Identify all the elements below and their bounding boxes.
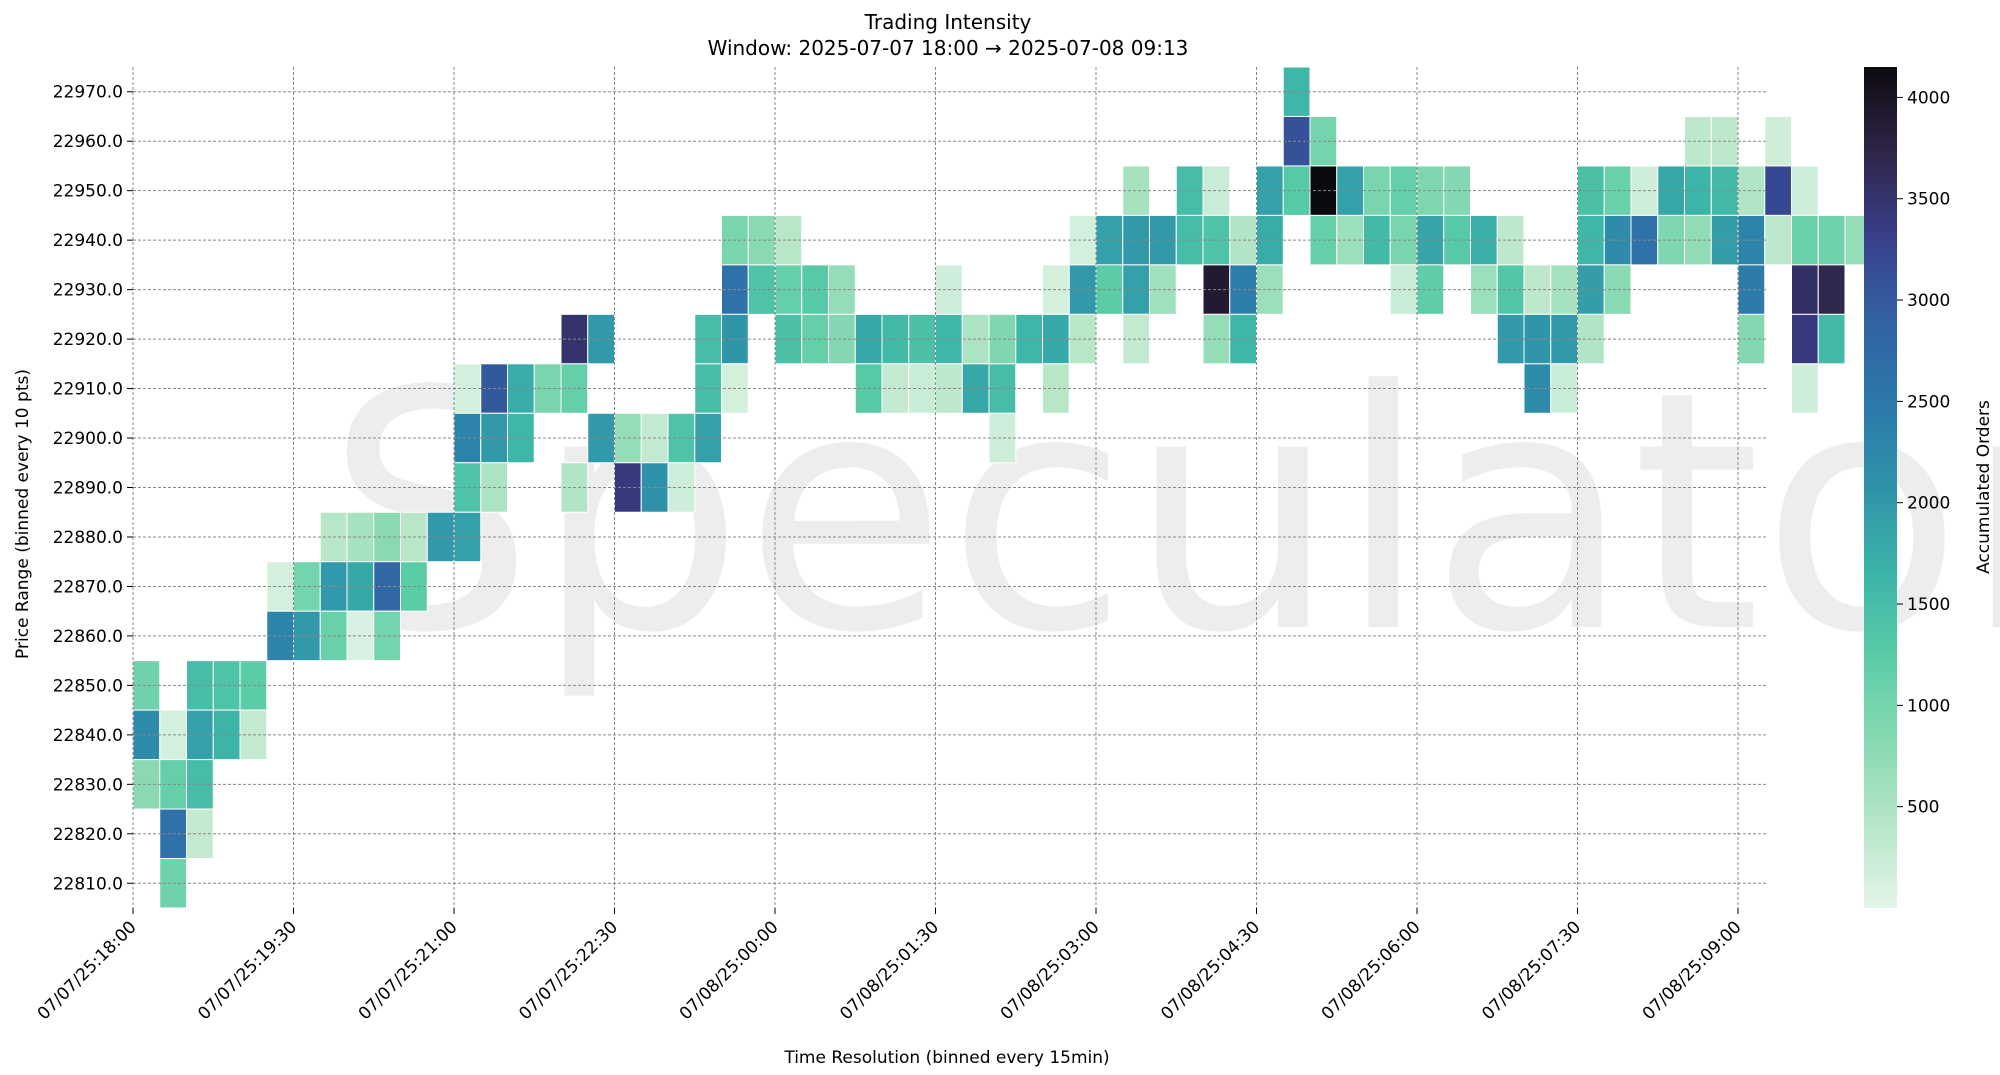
- heatmap-cell: [1817, 264, 1846, 315]
- x-tick-label: 07/08/25:04:30: [1157, 917, 1264, 1024]
- heatmap-cell: [908, 313, 936, 365]
- y-tick-label: 22810.0: [53, 874, 123, 894]
- heatmap-cell: [373, 610, 401, 662]
- y-tick-label: 22920.0: [53, 330, 123, 350]
- heatmap-cell: [1443, 214, 1471, 266]
- y-tick-label: 22970.0: [53, 83, 123, 103]
- x-tick-label: 07/08/25:00:00: [676, 917, 783, 1024]
- y-tick-label: 22910.0: [53, 380, 123, 400]
- heatmap-cell: [1443, 165, 1471, 216]
- heatmap-cell: [1817, 214, 1846, 266]
- y-tick-label: 22870.0: [53, 577, 123, 597]
- colorbar-label: Accumulated Orders: [1974, 400, 1994, 574]
- colorbar-tick-label: 500: [1907, 798, 1939, 818]
- heatmap-cell: [293, 610, 321, 662]
- y-tick-label: 22900.0: [53, 429, 123, 449]
- heatmap-cell: [1363, 165, 1391, 216]
- y-tick-label: 22840.0: [53, 726, 123, 746]
- colorbar: 500 1000 1500 2000 2500 3000 3500 4000 Accumula…: [1864, 67, 1994, 908]
- x-tick-label: 07/07/25:18:00: [34, 917, 141, 1024]
- y-axis-label: Price Range (binned every 10 pts): [13, 369, 33, 659]
- heatmap-cell: [1149, 264, 1177, 315]
- heatmap-cell: [1791, 264, 1819, 315]
- x-tick-label: 07/08/25:03:00: [997, 917, 1104, 1024]
- y-tick-label: 22860.0: [53, 627, 123, 647]
- x-tick-label: 07/07/25:19:30: [194, 917, 301, 1024]
- y-tick-label: 22820.0: [53, 825, 123, 845]
- x-tick-label: 07/07/25:21:00: [355, 917, 462, 1024]
- heatmap-cell: [373, 561, 401, 612]
- heatmap-cell: [828, 313, 856, 365]
- x-tick-label: 07/08/25:01:30: [836, 917, 943, 1024]
- x-tick-label: 07/08/25:06:00: [1318, 917, 1425, 1024]
- chart-title: Trading Intensity: [864, 10, 1032, 34]
- y-tick-label: 22960.0: [53, 132, 123, 152]
- watermark: Speculator: [325, 321, 2000, 705]
- x-tick-label: 07/08/25:07:30: [1478, 917, 1585, 1024]
- y-tick-label: 22830.0: [53, 775, 123, 795]
- heatmap-cell: [828, 264, 856, 315]
- y-tick-label: 22890.0: [53, 479, 123, 499]
- heatmap-cell: [1817, 313, 1846, 365]
- heatmap-cell: [1764, 115, 1792, 167]
- heatmap-cell: [1791, 214, 1819, 266]
- colorbar-tick-label: 1500: [1907, 595, 1950, 615]
- y-tick-label: 22930.0: [53, 281, 123, 301]
- colorbar-gradient: [1864, 67, 1897, 908]
- y-tick-label: 22940.0: [53, 231, 123, 251]
- x-axis-label: Time Resolution (binned every 15min): [783, 1048, 1109, 1068]
- colorbar-tick-label: 3000: [1907, 291, 1950, 311]
- heatmap-cell: [1791, 363, 1819, 414]
- chart-subtitle: Window: 2025-07-07 18:00 → 2025-07-08 09…: [708, 36, 1189, 60]
- colorbar-tick-label: 1000: [1907, 696, 1950, 716]
- heatmap-cell: [373, 511, 401, 563]
- heatmap-cell: [1363, 214, 1391, 266]
- x-tick-label: 07/08/25:09:00: [1639, 917, 1746, 1024]
- heatmap-cell: [1764, 214, 1792, 266]
- colorbar-tick-label: 2000: [1907, 494, 1950, 514]
- heatmap-cell: [1791, 313, 1819, 365]
- colorbar-tick-label: 2500: [1907, 392, 1950, 412]
- y-tick-label: 22950.0: [53, 182, 123, 202]
- x-tick-label: 07/07/25:22:30: [515, 917, 622, 1024]
- gridlines: [132, 67, 1766, 908]
- heatmap-cell: [293, 561, 321, 612]
- heatmap-cell: [1764, 165, 1792, 216]
- heatmap-cell: [1791, 165, 1819, 216]
- y-tick-label: 22880.0: [53, 528, 123, 548]
- y-tick-label: 22850.0: [53, 676, 123, 696]
- colorbar-tick-label: 4000: [1907, 88, 1950, 108]
- colorbar-tick-label: 3500: [1907, 190, 1950, 210]
- heatmap-cell: [908, 363, 936, 414]
- heatmap-cell: [533, 363, 562, 414]
